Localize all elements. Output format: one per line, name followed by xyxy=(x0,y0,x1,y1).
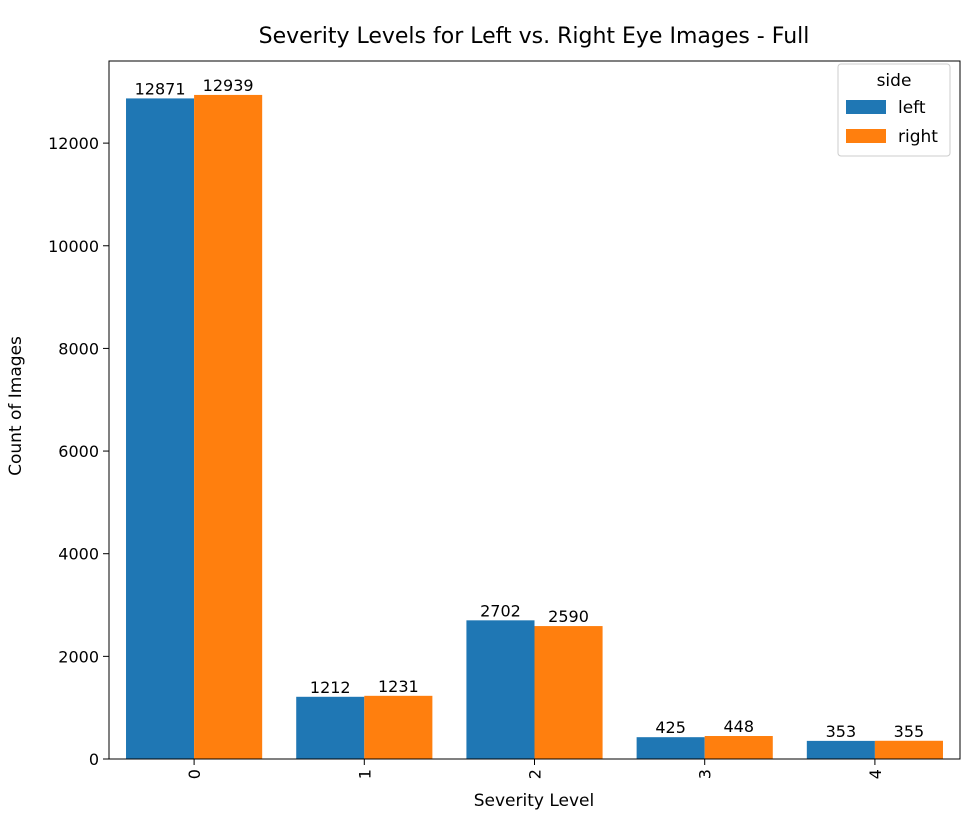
data-label-left-3: 425 xyxy=(655,718,686,737)
x-tick-label-1: 1 xyxy=(355,769,374,779)
x-tick-label-4: 4 xyxy=(866,769,885,779)
legend-swatch-right xyxy=(846,129,886,143)
data-label-right-1: 1231 xyxy=(378,677,419,696)
legend-label-right: right xyxy=(898,127,938,147)
data-label-right-4: 355 xyxy=(894,722,925,741)
x-tick-label-0: 0 xyxy=(185,769,204,779)
data-label-left-1: 1212 xyxy=(310,678,351,697)
x-tick-label-3: 3 xyxy=(696,769,715,779)
bar-left-3 xyxy=(636,737,705,759)
bar-left-2 xyxy=(466,620,535,759)
legend-swatch-left xyxy=(846,100,886,114)
y-tick-label-4000: 4000 xyxy=(58,545,99,564)
y-tick-label-0: 0 xyxy=(89,750,99,769)
y-axis-label: Count of Images xyxy=(6,336,26,476)
bar-left-1 xyxy=(296,696,365,759)
data-label-right-0: 12939 xyxy=(203,76,254,95)
legend: side left right xyxy=(837,63,951,157)
y-tick-label-10000: 10000 xyxy=(48,237,99,256)
bar-right-3 xyxy=(704,736,773,759)
chart-title: Severity Levels for Left vs. Right Eye I… xyxy=(259,24,810,49)
bar-right-1 xyxy=(364,695,433,759)
y-tick-label-2000: 2000 xyxy=(58,647,99,666)
y-tick-label-12000: 12000 xyxy=(48,134,99,153)
axes-frame xyxy=(108,60,961,760)
x-tick-label-2: 2 xyxy=(526,769,545,779)
bar-right-0 xyxy=(194,94,263,759)
bar-left-4 xyxy=(806,740,875,759)
data-label-right-3: 448 xyxy=(723,717,754,736)
data-label-left-2: 2702 xyxy=(480,601,521,620)
data-label-right-2: 2590 xyxy=(548,607,589,626)
bar-right-4 xyxy=(874,740,943,759)
bar-left-0 xyxy=(126,98,195,759)
data-label-left-0: 12871 xyxy=(135,79,186,98)
bar-right-2 xyxy=(534,626,603,759)
plot-area: 12871 12939 0 1212 1231 1 2702 2590 2 425 448 3 353 3… xyxy=(48,60,961,779)
legend-label-left: left xyxy=(898,98,926,118)
x-axis-label: Severity Level xyxy=(474,791,595,811)
data-label-left-4: 353 xyxy=(826,722,857,741)
y-tick-label-8000: 8000 xyxy=(58,339,99,358)
legend-title: side xyxy=(877,71,912,91)
y-tick-label-6000: 6000 xyxy=(58,442,99,461)
